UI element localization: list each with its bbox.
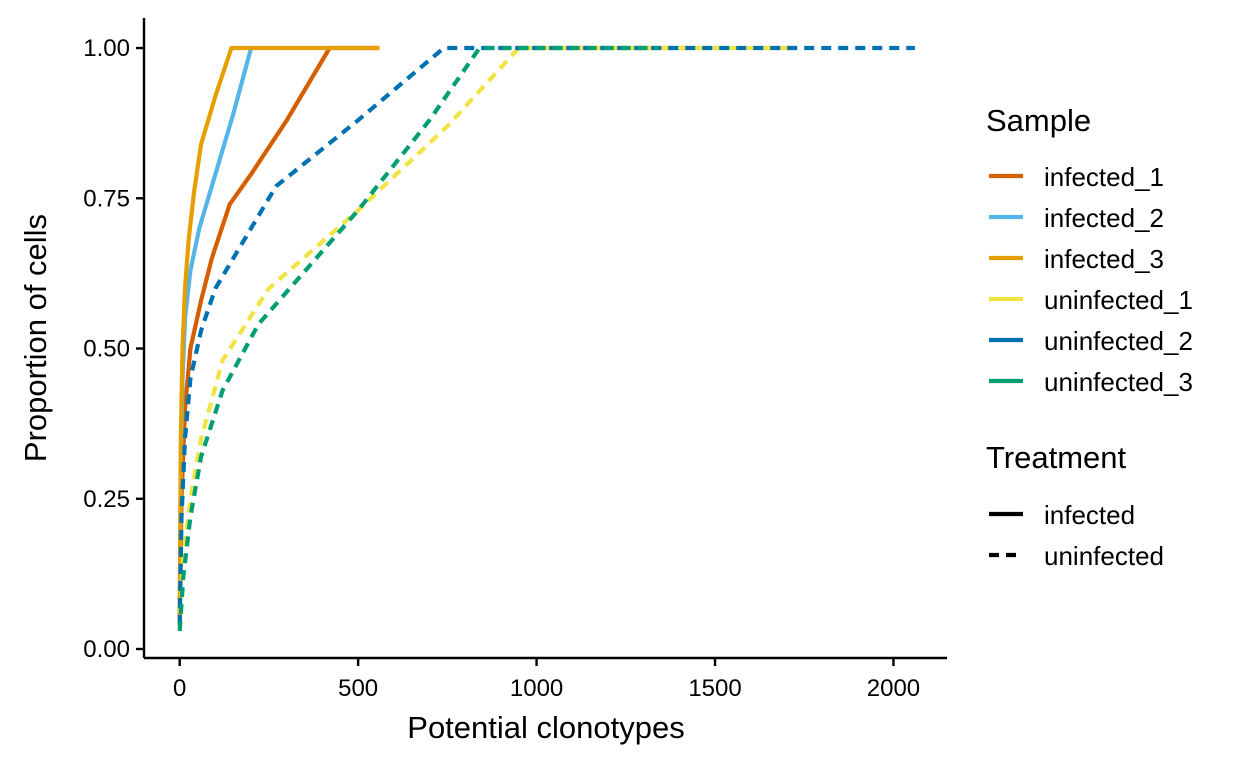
series-line-uninfected-1 xyxy=(177,45,794,632)
legend-label: uninfected_1 xyxy=(1044,285,1193,315)
legend-title: Treatment xyxy=(986,440,1127,475)
series-line-uninfected-2 xyxy=(177,45,915,625)
legend-label: infected_1 xyxy=(1044,162,1164,192)
x-tick-label: 0 xyxy=(173,675,186,702)
plot-lines xyxy=(177,45,915,632)
series-line-infected-1 xyxy=(177,45,380,619)
y-tick-label: 0.75 xyxy=(83,185,130,212)
y-tick-label: 0.25 xyxy=(83,486,130,513)
legend-label: infected xyxy=(1044,500,1135,530)
axes xyxy=(142,18,947,660)
x-tick-label: 2000 xyxy=(867,675,920,702)
legend-treatment: Treatment infected uninfected xyxy=(986,440,1164,571)
legend-label: uninfected_2 xyxy=(1044,326,1193,356)
y-axis-title: Proportion of cells xyxy=(18,214,53,462)
x-tick-label: 1000 xyxy=(510,675,563,702)
x-tick-label: 1500 xyxy=(688,675,741,702)
series-line-infected-3 xyxy=(177,45,380,619)
legend-label: uninfected xyxy=(1044,541,1164,571)
legend-label: uninfected_3 xyxy=(1044,367,1193,397)
series-line-uninfected-3 xyxy=(177,45,658,632)
legend-label: infected_2 xyxy=(1044,203,1164,233)
y-tick-label: 1.00 xyxy=(83,35,130,62)
legend-label: infected_3 xyxy=(1044,244,1164,274)
x-axis-title: Potential clonotypes xyxy=(407,710,684,745)
y-tick-label: 0.50 xyxy=(83,336,130,363)
y-tick-label: 0.00 xyxy=(83,636,130,663)
legends: Sample infected_1 infected_2 infected_3unin… xyxy=(986,103,1193,571)
legend-title: Sample xyxy=(986,103,1091,138)
x-ticks: 0 500 1000 1500 2000 xyxy=(173,658,920,702)
legend-sample: Sample infected_1 infected_2 infected_3unin… xyxy=(986,103,1193,397)
x-tick-label: 500 xyxy=(338,675,378,702)
y-ticks: 0.00 0.25 0.50 0.75 1.00 xyxy=(83,35,144,663)
